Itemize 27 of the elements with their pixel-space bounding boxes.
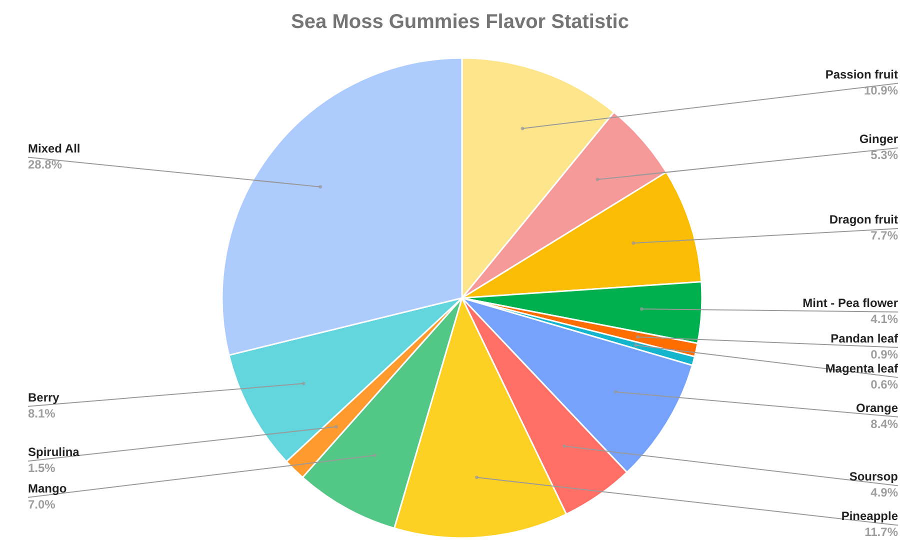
slice-label: Mango (28, 481, 67, 496)
slice-label: Ginger (859, 132, 898, 146)
slice-label: Pandan leaf (830, 331, 899, 346)
data-label: 10.9% (864, 83, 898, 98)
slice-label: Dragon fruit (829, 212, 898, 226)
slice-label: Mixed All (28, 141, 80, 156)
slice-label: Pineapple (841, 509, 898, 524)
data-label: 4.9% (870, 486, 898, 500)
data-label: 7.0% (28, 497, 56, 512)
data-label: 5.3% (870, 148, 898, 162)
slice-label: Magenta leaf (825, 361, 899, 376)
data-label: 8.1% (28, 406, 56, 420)
data-label: 8.4% (870, 416, 898, 431)
slice-label: Passion fruit (825, 67, 898, 82)
slice-label: Berry (28, 390, 60, 404)
chart-title: Sea Moss Gummies Flavor Statistic (291, 11, 629, 33)
data-label: 4.1% (870, 312, 898, 326)
data-label: 28.8% (28, 157, 62, 172)
slice-label: Mint - Pea flower (802, 296, 898, 310)
data-label: 0.9% (870, 347, 898, 362)
data-label: 0.6% (870, 377, 898, 392)
data-label: 1.5% (28, 461, 56, 476)
data-label: 11.7% (864, 525, 898, 540)
data-label: 7.7% (870, 228, 898, 242)
slice-label: Orange (856, 400, 898, 415)
slice-label: Soursop (849, 470, 898, 484)
slice-label: Spirulina (28, 445, 80, 460)
